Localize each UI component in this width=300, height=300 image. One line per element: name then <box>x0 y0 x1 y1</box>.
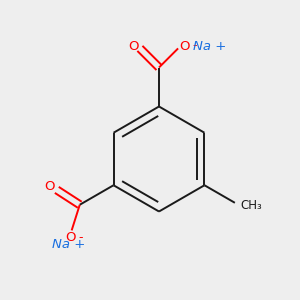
Text: Na +: Na + <box>52 238 86 251</box>
Text: -: - <box>192 40 197 52</box>
Text: -: - <box>78 231 83 244</box>
Text: O: O <box>44 180 55 194</box>
Text: CH₃: CH₃ <box>240 199 262 212</box>
Text: O: O <box>65 231 75 244</box>
Text: O: O <box>179 40 190 53</box>
Text: Na +: Na + <box>193 40 227 53</box>
Text: O: O <box>128 40 139 53</box>
